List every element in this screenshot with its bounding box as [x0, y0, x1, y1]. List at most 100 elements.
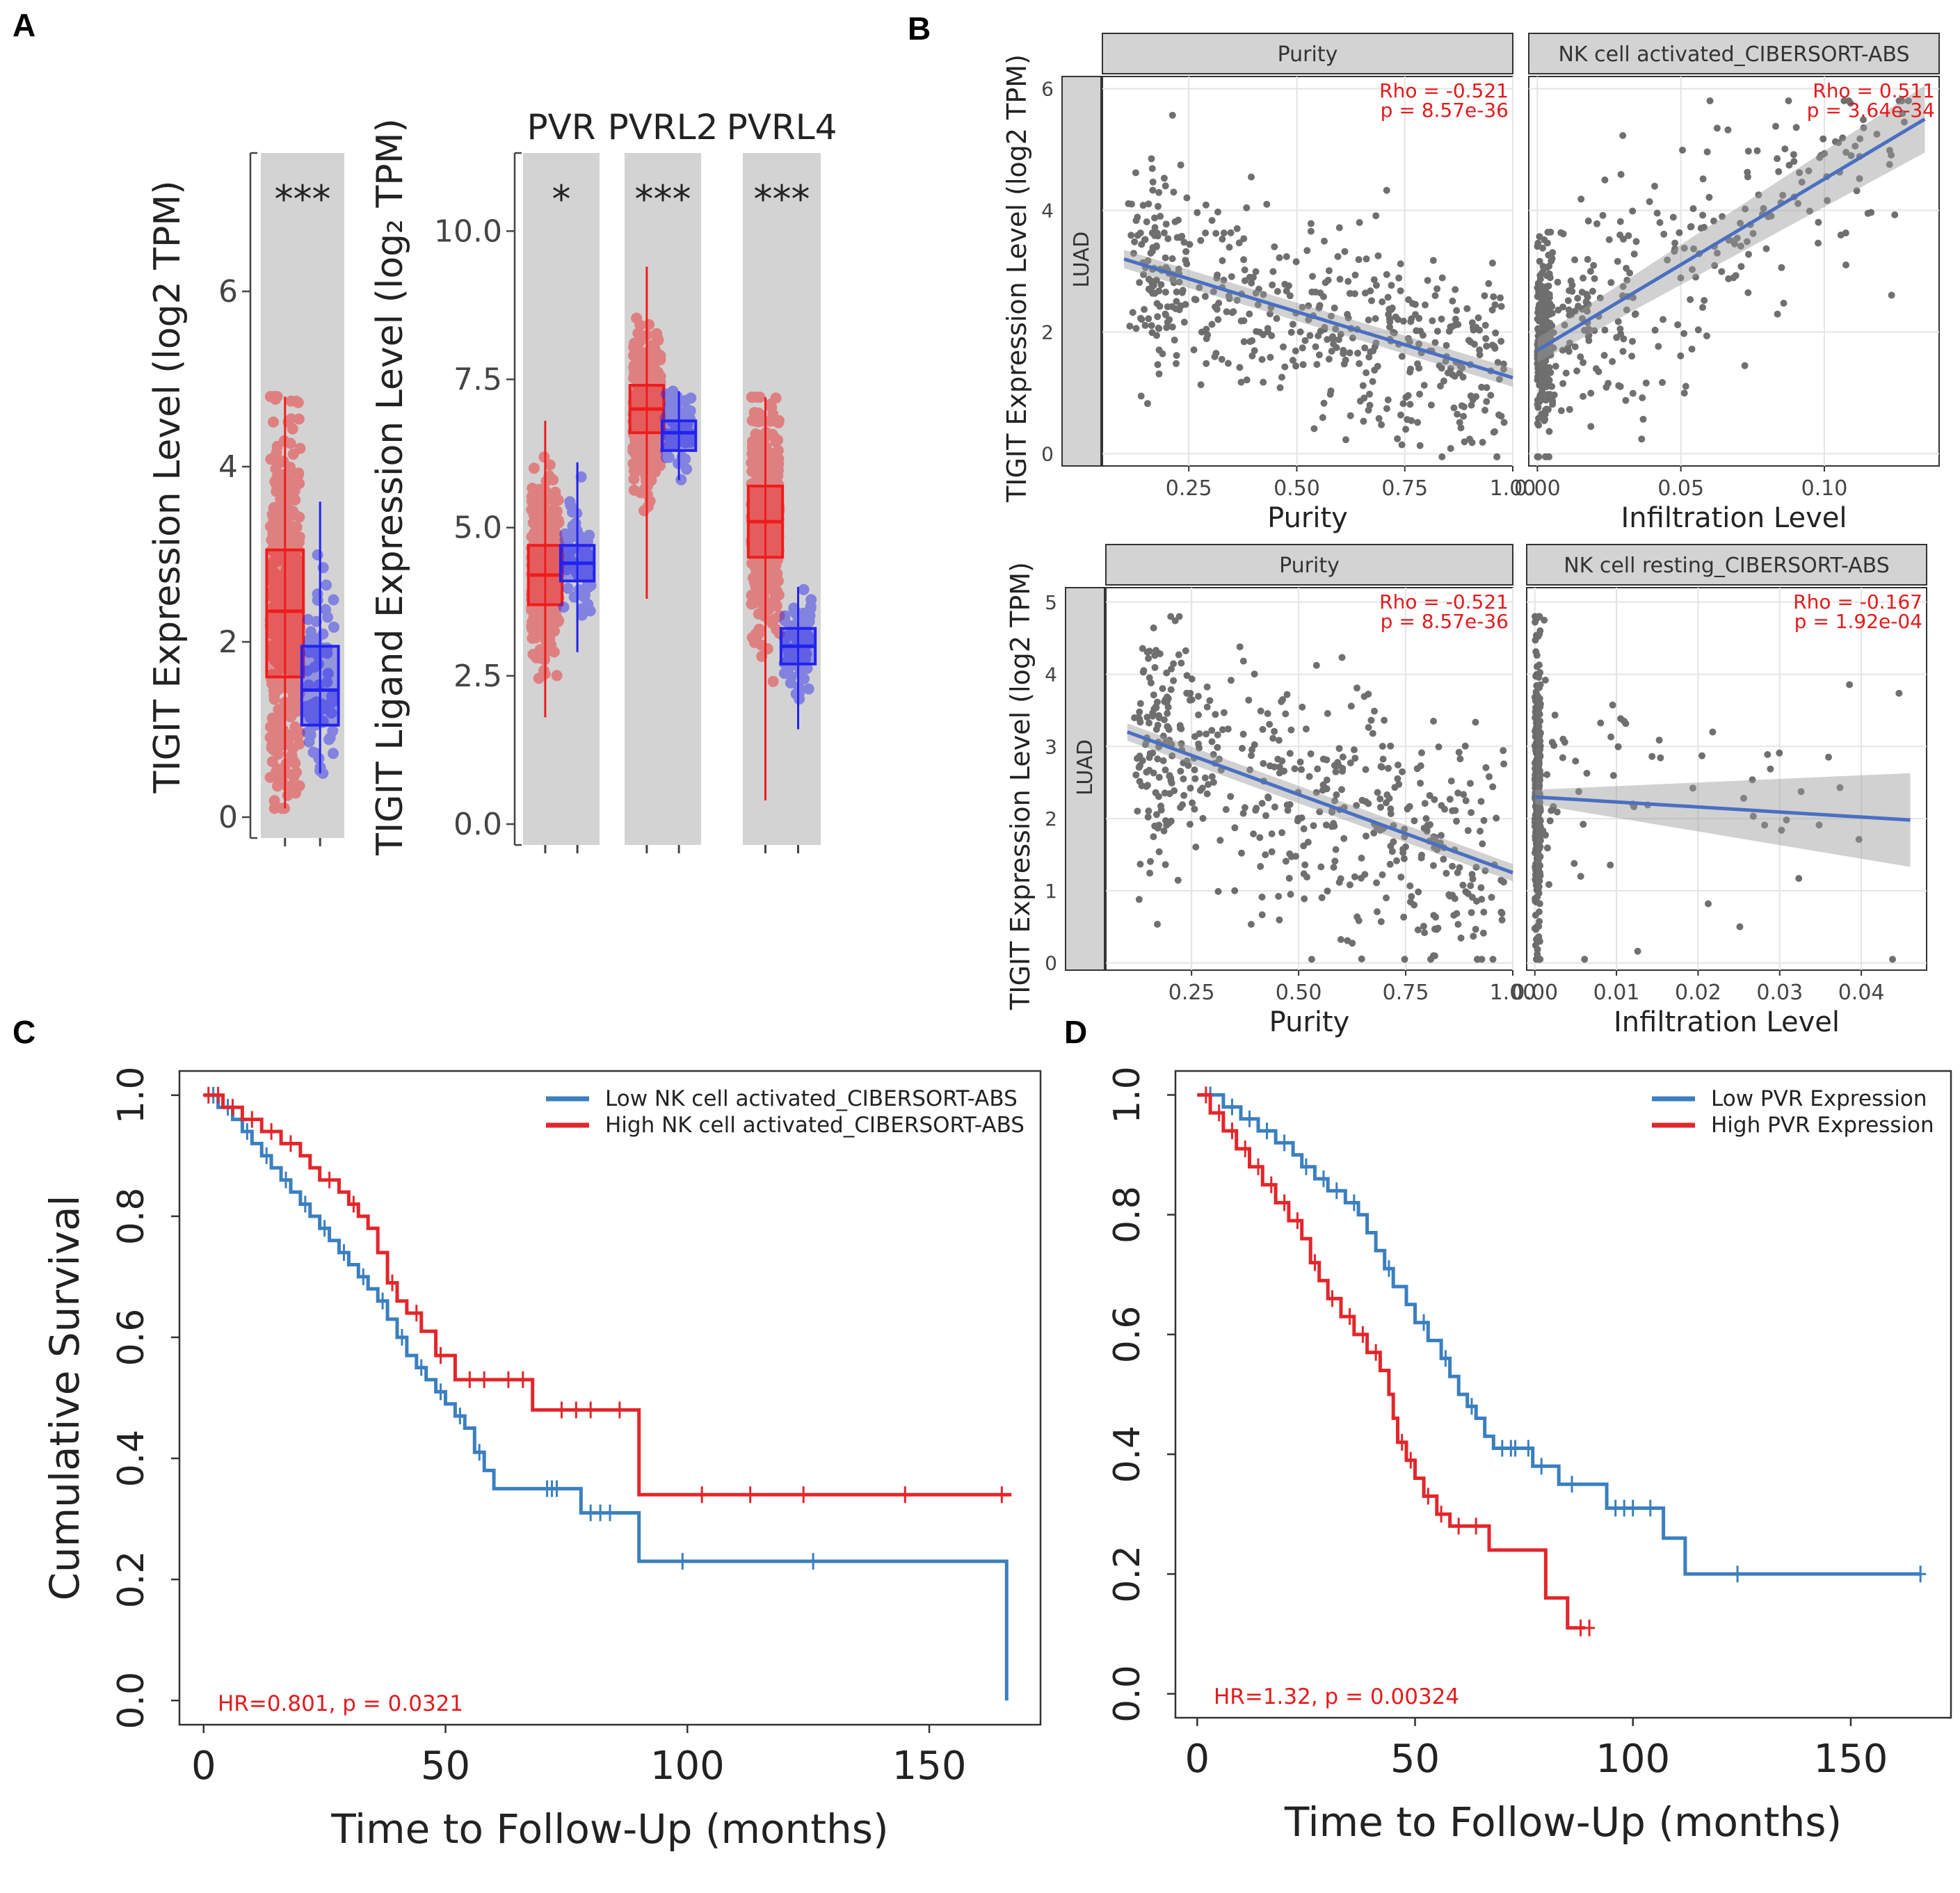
data-point — [1276, 916, 1283, 924]
data-point — [303, 613, 314, 625]
data-point — [1134, 214, 1141, 221]
data-point — [1444, 369, 1452, 377]
data-point — [1252, 268, 1260, 275]
data-point — [1155, 821, 1163, 829]
data-point — [803, 683, 814, 695]
data-point — [278, 594, 289, 606]
data-point — [1545, 251, 1552, 259]
data-point — [1365, 353, 1373, 361]
data-point — [275, 643, 287, 655]
data-point — [267, 629, 279, 641]
data-point — [273, 579, 284, 591]
data-point — [1214, 316, 1222, 323]
data-point — [1732, 272, 1740, 280]
data-point — [1148, 329, 1156, 337]
data-point — [269, 724, 281, 736]
data-point — [1154, 721, 1162, 729]
data-point — [1147, 857, 1154, 865]
data-point — [1446, 892, 1454, 900]
data-point — [1212, 711, 1219, 718]
data-point — [1564, 297, 1572, 305]
x-tick-label: 0.25 — [1166, 476, 1212, 501]
x-axis-title: Purity — [1267, 502, 1348, 534]
data-point — [301, 665, 313, 677]
data-point — [1785, 97, 1792, 104]
data-point — [1191, 733, 1198, 741]
data-point — [1215, 299, 1223, 307]
y-axis-title: TIGIT Expression Level (log2 TPM) — [147, 180, 188, 794]
data-point — [1312, 661, 1320, 669]
data-point — [1214, 743, 1221, 751]
data-point — [770, 465, 782, 477]
data-point — [1651, 182, 1658, 190]
data-point — [288, 524, 300, 536]
data-point — [1173, 298, 1180, 305]
data-point — [1246, 310, 1253, 318]
x-axis-title: Infiltration Level — [1621, 502, 1847, 534]
data-point — [1533, 835, 1540, 843]
data-point — [1385, 764, 1392, 772]
data-point — [1175, 613, 1183, 620]
data-point — [1820, 135, 1827, 143]
data-point — [271, 513, 283, 524]
data-point — [1497, 908, 1505, 916]
data-point — [267, 618, 279, 630]
data-point — [1609, 772, 1617, 780]
data-point — [1399, 768, 1406, 775]
x-tick-label: 0.00 — [1514, 476, 1561, 501]
data-point — [534, 652, 546, 663]
data-point — [1330, 820, 1338, 827]
data-point — [292, 731, 303, 743]
data-point — [290, 787, 302, 799]
y-tick-label: 2.5 — [453, 659, 502, 694]
data-point — [1689, 205, 1697, 212]
data-point — [1404, 805, 1411, 813]
data-point — [268, 586, 279, 597]
data-point — [536, 592, 547, 604]
data-point — [284, 522, 295, 533]
data-point — [1744, 147, 1752, 155]
data-point — [287, 687, 299, 699]
data-point — [1679, 146, 1686, 154]
data-point — [1452, 807, 1459, 814]
data-point — [1268, 848, 1276, 855]
data-point — [293, 556, 305, 568]
data-point — [1320, 399, 1328, 407]
data-point — [287, 644, 298, 656]
data-point — [1188, 675, 1196, 683]
significance-stars: * — [552, 177, 571, 221]
data-point — [282, 789, 294, 801]
data-point — [290, 725, 302, 736]
data-point — [328, 748, 339, 759]
data-point — [323, 734, 335, 746]
data-point — [1548, 257, 1555, 265]
data-point — [753, 408, 764, 419]
data-point — [1795, 875, 1803, 883]
data-point — [1245, 696, 1253, 704]
data-point — [290, 395, 302, 407]
data-point — [1488, 894, 1495, 901]
data-point — [289, 572, 300, 583]
data-point — [284, 597, 296, 609]
data-point — [268, 693, 280, 705]
data-point — [291, 731, 303, 743]
data-point — [294, 594, 305, 606]
data-point — [1676, 229, 1683, 236]
data-point — [1539, 313, 1547, 321]
data-point — [1485, 280, 1493, 287]
data-point — [1301, 337, 1309, 344]
data-point — [1607, 733, 1615, 741]
data-point — [1269, 281, 1276, 289]
data-point — [1481, 406, 1488, 414]
data-point — [267, 618, 279, 629]
data-point — [1581, 956, 1589, 963]
data-point — [1300, 825, 1308, 832]
data-point — [285, 538, 297, 550]
data-point — [293, 413, 305, 425]
data-point — [1772, 122, 1779, 130]
data-point — [1208, 738, 1216, 746]
data-point — [289, 509, 301, 521]
data-point — [1407, 365, 1414, 373]
data-point — [1559, 303, 1567, 311]
